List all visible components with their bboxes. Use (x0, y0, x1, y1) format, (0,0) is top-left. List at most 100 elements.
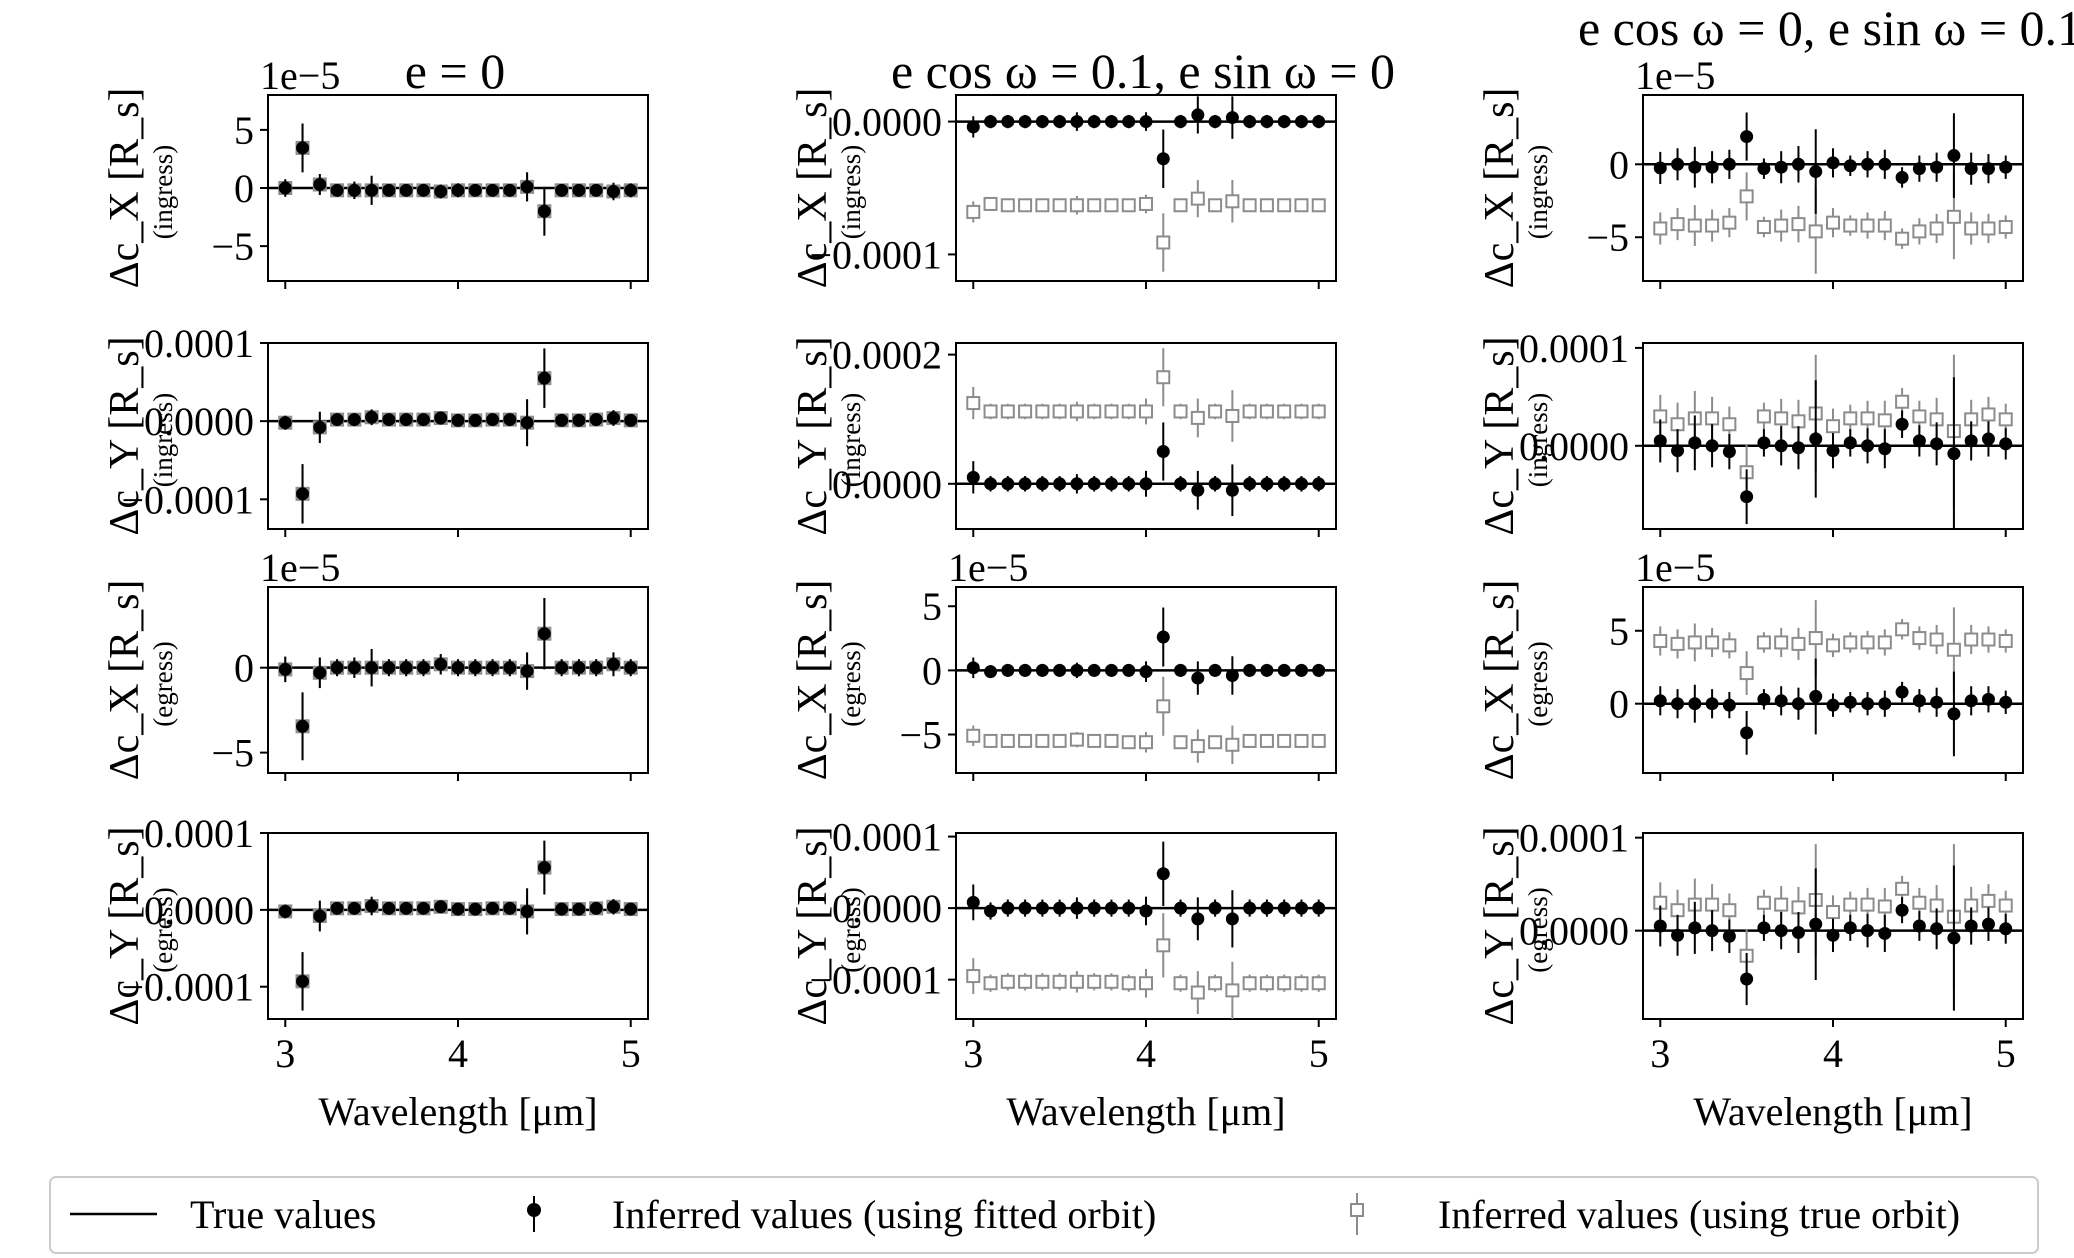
y-tick-label: −0.0001 (809, 232, 942, 277)
point-fitted (1861, 697, 1875, 711)
point-fitted (347, 183, 361, 197)
point-fitted (1243, 663, 1257, 677)
point-fitted (1861, 924, 1875, 938)
point-fitted (1705, 439, 1719, 453)
y-tick-label: 0 (922, 648, 942, 693)
point-trueorbit (1912, 224, 1927, 239)
point-fitted (1035, 901, 1049, 915)
point-trueorbit (1843, 897, 1858, 912)
point-fitted (503, 413, 517, 427)
point-trueorbit (983, 196, 998, 211)
point-fitted (1104, 115, 1118, 129)
point-fitted (1930, 922, 1944, 936)
point-trueorbit (1670, 903, 1685, 918)
point-fitted (416, 183, 430, 197)
point-trueorbit (1756, 220, 1771, 235)
axis-offset-label: 1e−5 (260, 53, 340, 98)
point-fitted (1671, 157, 1685, 171)
point-fitted (1087, 115, 1101, 129)
point-trueorbit (1104, 733, 1119, 748)
point-fitted (1312, 115, 1326, 129)
point-trueorbit (1705, 218, 1720, 233)
point-fitted (1671, 444, 1685, 458)
axes-frame (1642, 586, 2024, 774)
point-fitted (451, 661, 465, 675)
point-fitted (503, 661, 517, 675)
point-trueorbit (1311, 976, 1326, 991)
point-fitted (416, 661, 430, 675)
point-trueorbit (1259, 198, 1274, 213)
point-fitted (1035, 477, 1049, 491)
point-trueorbit (1259, 733, 1274, 748)
point-trueorbit (1208, 976, 1223, 991)
point-trueorbit (1929, 221, 1944, 236)
point-fitted (451, 902, 465, 916)
point-fitted (1156, 630, 1170, 644)
point-trueorbit (1156, 370, 1171, 385)
y-axis-label: Δc_X [R_s] (1477, 580, 1523, 781)
point-fitted (1947, 447, 1961, 461)
point-fitted (1809, 165, 1823, 179)
point-fitted (1705, 697, 1719, 711)
point-trueorbit (1190, 985, 1205, 1000)
point-trueorbit (966, 728, 981, 743)
point-fitted (1174, 477, 1188, 491)
point-fitted (296, 974, 310, 988)
point-trueorbit (1877, 413, 1892, 428)
point-fitted (434, 900, 448, 914)
point-fitted (572, 413, 586, 427)
point-fitted (1809, 689, 1823, 703)
point-trueorbit (1139, 404, 1153, 419)
point-fitted (1122, 115, 1136, 129)
point-trueorbit (1860, 897, 1875, 912)
point-trueorbit (1843, 411, 1858, 426)
y-axis-label: Δc_X [R_s] (102, 580, 148, 781)
point-fitted (1001, 901, 1015, 915)
point-trueorbit (1774, 218, 1789, 233)
point-trueorbit (1946, 209, 1961, 224)
point-fitted (572, 661, 586, 675)
point-trueorbit (1981, 221, 1996, 236)
point-fitted (1191, 912, 1205, 926)
point-fitted (624, 183, 638, 197)
point-fitted (1740, 490, 1754, 504)
point-fitted (1826, 698, 1840, 712)
y-tick-label: −5 (211, 224, 254, 269)
y-axis-label-sub: (ingress) (148, 393, 178, 487)
point-fitted (1688, 697, 1702, 711)
point-trueorbit (1653, 633, 1668, 648)
point-fitted (486, 901, 500, 915)
point-fitted (1981, 162, 1995, 176)
point-fitted (1671, 928, 1685, 942)
x-tick-label: 5 (621, 1031, 641, 1076)
point-fitted (1774, 160, 1788, 174)
point-fitted (382, 183, 396, 197)
point-trueorbit (1035, 974, 1050, 989)
point-fitted (330, 183, 344, 197)
point-trueorbit (1294, 404, 1309, 419)
point-trueorbit (1722, 417, 1737, 432)
point-trueorbit (1294, 976, 1309, 991)
point-trueorbit (1791, 900, 1806, 915)
point-fitted (606, 411, 620, 425)
point-fitted (1861, 157, 1875, 171)
point-fitted (1139, 115, 1153, 129)
point-fitted (589, 901, 603, 915)
point-trueorbit (1774, 897, 1789, 912)
point-fitted (451, 413, 465, 427)
point-trueorbit (1156, 938, 1171, 953)
point-fitted (572, 902, 586, 916)
point-fitted (1964, 694, 1978, 708)
point-trueorbit (1087, 198, 1102, 213)
point-fitted (606, 900, 620, 914)
point-trueorbit (1190, 191, 1205, 206)
point-trueorbit (1877, 635, 1892, 650)
point-trueorbit (1277, 404, 1292, 419)
point-trueorbit (966, 969, 981, 984)
legend-trueorbit-label: Inferred values (using true orbit) (1438, 1192, 1960, 1237)
panel-row4-col1: 0.0001 0.0000 −0.0001 3 4 5 Wavelength [μm] Δc_… (102, 811, 649, 1134)
point-trueorbit (966, 204, 981, 219)
point-trueorbit (983, 976, 998, 991)
